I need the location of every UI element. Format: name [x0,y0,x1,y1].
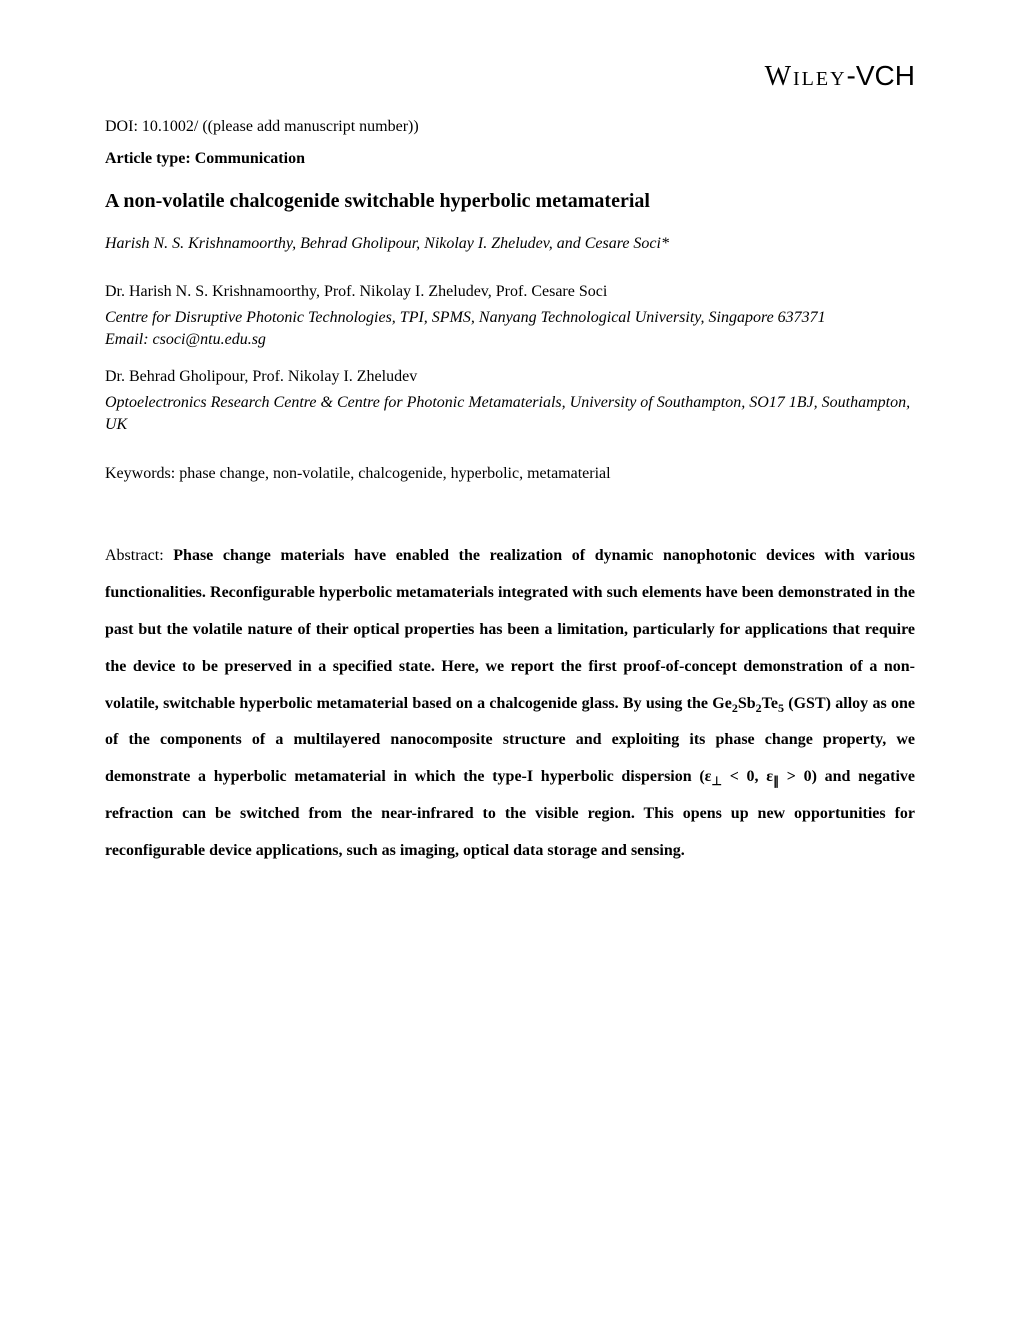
affiliation-block-2: Dr. Behrad Gholipour, Prof. Nikolay I. Z… [105,368,915,435]
affiliation-authors: Dr. Behrad Gholipour, Prof. Nikolay I. Z… [105,368,915,386]
publisher-logo: Wiley-VCH [105,60,915,93]
abstract-segment: Sb [738,695,756,712]
publisher-wiley: Wiley [765,61,847,92]
article-type: Article type: Communication [105,150,915,168]
abstract-text: Phase change materials have enabled the … [105,547,915,858]
affiliation-email: Email: csoci@ntu.edu.sg [105,329,915,351]
subscript-perp: ⊥ [712,774,722,788]
affiliation-line: Optoelectronics Research Centre & Centre… [105,392,915,435]
paper-title: A non-volatile chalcogenide switchable h… [105,190,915,213]
affiliation-block-1: Dr. Harish N. S. Krishnamoorthy, Prof. N… [105,283,915,350]
abstract-segment: Phase change materials have enabled the … [105,547,915,711]
publisher-vch: -VCH [847,60,915,91]
doi-text: DOI: 10.1002/ ((please add manuscript nu… [105,118,915,136]
affiliation-institution: Optoelectronics Research Centre & Centre… [105,392,915,435]
affiliation-authors: Dr. Harish N. S. Krishnamoorthy, Prof. N… [105,283,915,301]
abstract-segment: Te [762,695,778,712]
abstract-segment: < 0, ε [722,768,773,785]
abstract: Abstract: Phase change materials have en… [105,538,915,869]
abstract-label: Abstract: [105,547,173,564]
affiliation-institution: Centre for Disruptive Photonic Technolog… [105,307,915,350]
page-container: Wiley-VCH DOI: 10.1002/ ((please add man… [0,0,1020,930]
affiliation-line: Centre for Disruptive Photonic Technolog… [105,307,915,329]
author-list: Harish N. S. Krishnamoorthy, Behrad Ghol… [105,235,915,253]
keywords: Keywords: phase change, non-volatile, ch… [105,465,915,483]
